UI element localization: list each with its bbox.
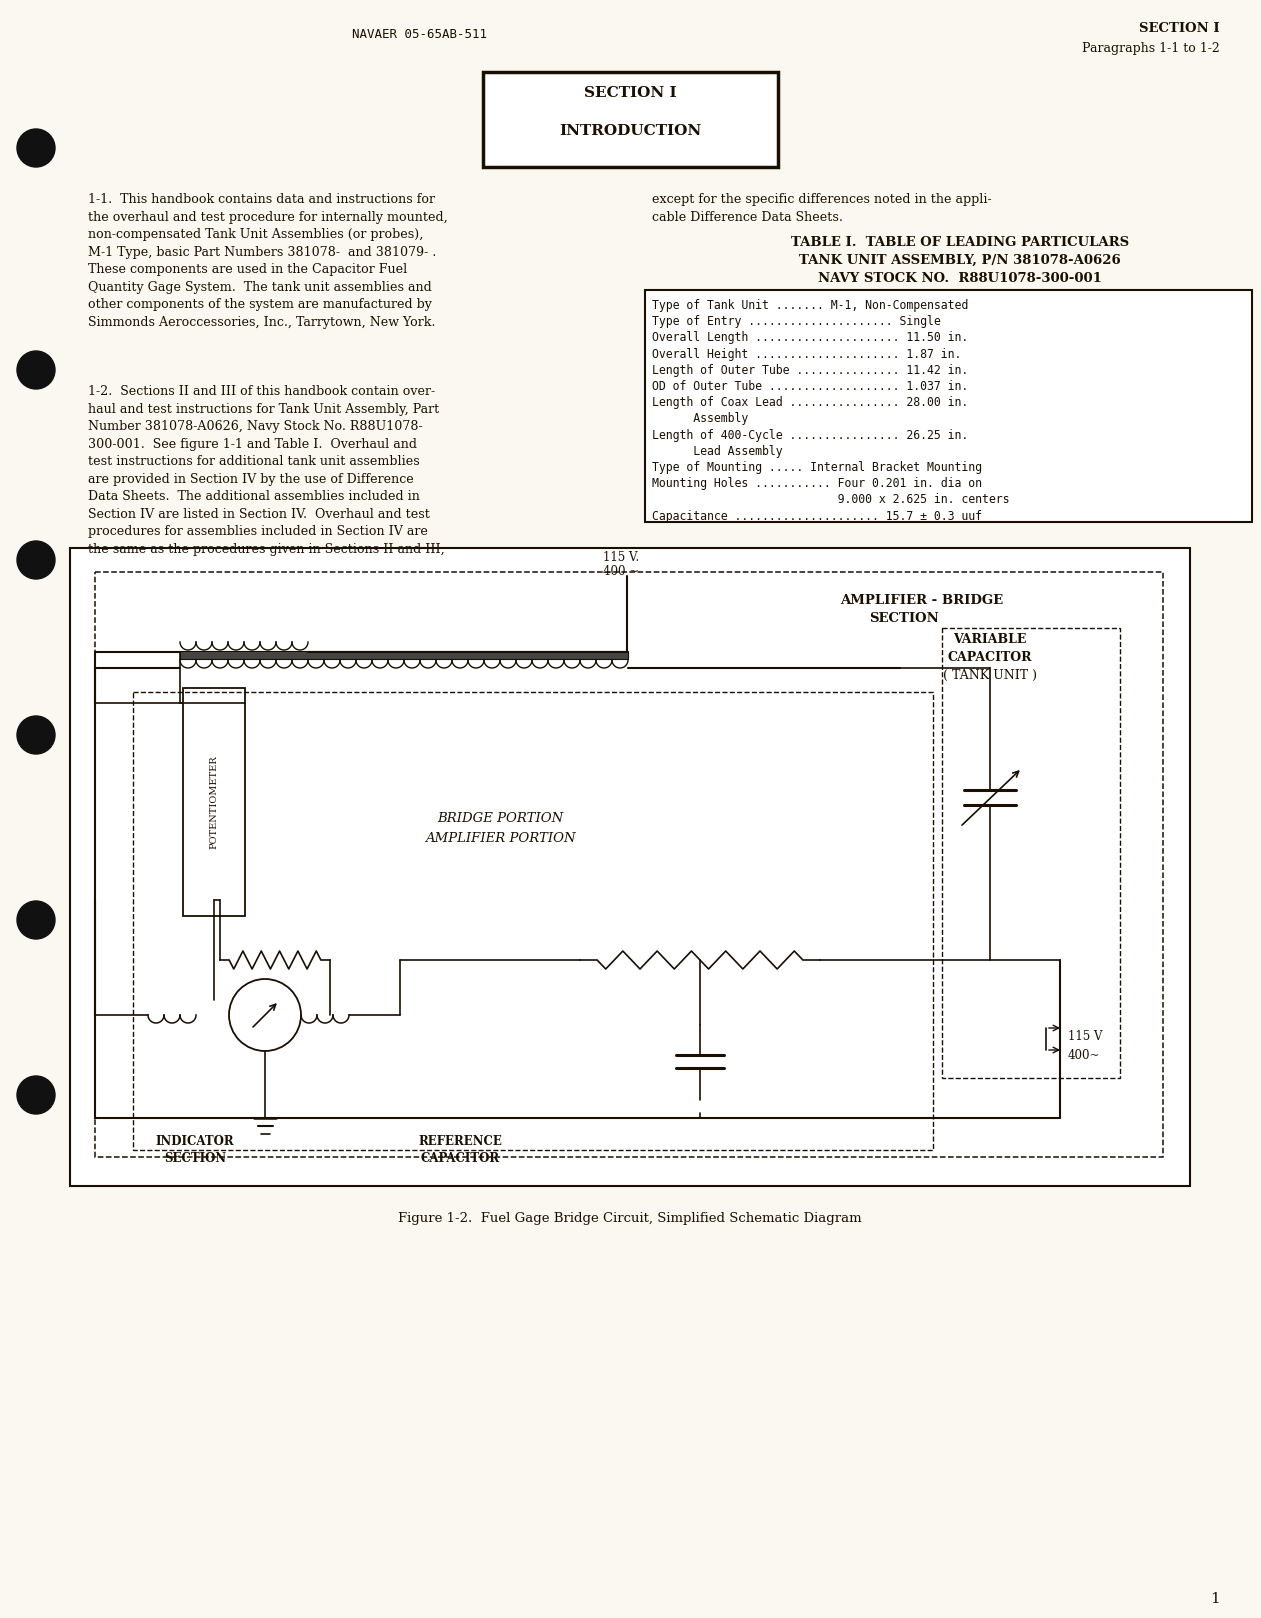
Text: INDICATOR: INDICATOR [155, 1134, 235, 1149]
Text: 115 V: 115 V [1068, 1031, 1102, 1044]
Text: SECTION: SECTION [164, 1152, 226, 1165]
Text: Data Sheets.  The additional assemblies included in: Data Sheets. The additional assemblies i… [88, 490, 420, 503]
Text: test instructions for additional tank unit assemblies: test instructions for additional tank un… [88, 455, 420, 468]
Bar [71, 549, 1190, 1186]
Bar [95, 573, 1163, 1157]
Text: Lead Assembly: Lead Assembly [652, 445, 783, 458]
Text: Type of Mounting ..... Internal Bracket Mounting: Type of Mounting ..... Internal Bracket … [652, 461, 982, 474]
Text: Mounting Holes ........... Four 0.201 in. dia on: Mounting Holes ........... Four 0.201 in… [652, 477, 982, 490]
Text: BRIDGE PORTION: BRIDGE PORTION [436, 812, 564, 825]
Text: AMPLIFIER - BRIDGE: AMPLIFIER - BRIDGE [840, 594, 1002, 607]
Text: SECTION I: SECTION I [1140, 23, 1219, 36]
Text: Assembly: Assembly [652, 413, 748, 426]
Text: Length of Outer Tube ............... 11.42 in.: Length of Outer Tube ............... 11.… [652, 364, 968, 377]
Text: 400~: 400~ [1068, 1048, 1101, 1061]
Text: TANK UNIT ASSEMBLY, P/N 381078-A0626: TANK UNIT ASSEMBLY, P/N 381078-A0626 [799, 254, 1121, 267]
Bar [483, 71, 778, 167]
Text: Length of Coax Lead ................ 28.00 in.: Length of Coax Lead ................ 28.… [652, 396, 968, 409]
Text: CAPACITOR: CAPACITOR [948, 650, 1033, 663]
Text: OD of Outer Tube ................... 1.037 in.: OD of Outer Tube ................... 1.0… [652, 380, 968, 393]
Circle shape [16, 540, 55, 579]
Text: Quantity Gage System.  The tank unit assemblies and: Quantity Gage System. The tank unit asse… [88, 280, 431, 293]
Bar [644, 290, 1252, 523]
Text: 1-1.  This handbook contains data and instructions for: 1-1. This handbook contains data and ins… [88, 193, 435, 205]
Text: Overall Length ..................... 11.50 in.: Overall Length ..................... 11.… [652, 332, 968, 345]
Text: the overhaul and test procedure for internally mounted,: the overhaul and test procedure for inte… [88, 210, 448, 223]
Text: INTRODUCTION: INTRODUCTION [560, 125, 701, 138]
Text: SECTION I: SECTION I [584, 86, 677, 100]
Text: 300-001.  See figure 1-1 and Table I.  Overhaul and: 300-001. See figure 1-1 and Table I. Ove… [88, 437, 417, 450]
Text: Figure 1-2.  Fuel Gage Bridge Circuit, Simplified Schematic Diagram: Figure 1-2. Fuel Gage Bridge Circuit, Si… [398, 1212, 861, 1225]
Text: are provided in Section IV by the use of Difference: are provided in Section IV by the use of… [88, 472, 414, 485]
Text: NAVY STOCK NO.  R88U1078-300-001: NAVY STOCK NO. R88U1078-300-001 [818, 272, 1102, 285]
Text: Section IV are listed in Section IV.  Overhaul and test: Section IV are listed in Section IV. Ove… [88, 508, 430, 521]
Text: Type of Tank Unit ....... M-1, Non-Compensated: Type of Tank Unit ....... M-1, Non-Compe… [652, 299, 968, 312]
Text: These components are used in the Capacitor Fuel: These components are used in the Capacit… [88, 264, 407, 277]
Text: Capacitance ..................... 15.7 ± 0.3 uuf: Capacitance ..................... 15.7 ±… [652, 510, 982, 523]
Text: 1: 1 [1211, 1592, 1219, 1607]
Text: SECTION: SECTION [869, 612, 938, 625]
Text: other components of the system are manufactured by: other components of the system are manuf… [88, 298, 431, 311]
Text: CAPACITOR: CAPACITOR [420, 1152, 499, 1165]
Text: haul and test instructions for Tank Unit Assembly, Part: haul and test instructions for Tank Unit… [88, 403, 439, 416]
Text: the same as the procedures given in Sections II and III,: the same as the procedures given in Sect… [88, 542, 445, 555]
Text: cable Difference Data Sheets.: cable Difference Data Sheets. [652, 210, 842, 223]
Text: M-1 Type, basic Part Numbers 381078-  and 381079- .: M-1 Type, basic Part Numbers 381078- and… [88, 246, 436, 259]
Bar [183, 688, 245, 916]
Text: procedures for assemblies included in Section IV are: procedures for assemblies included in Se… [88, 524, 427, 539]
Text: TABLE I.  TABLE OF LEADING PARTICULARS: TABLE I. TABLE OF LEADING PARTICULARS [791, 236, 1129, 249]
Text: AMPLIFIER PORTION: AMPLIFIER PORTION [425, 832, 575, 845]
Text: Number 381078-A0626, Navy Stock No. R88U1078-: Number 381078-A0626, Navy Stock No. R88U… [88, 421, 422, 434]
Text: Overall Height ..................... 1.87 in.: Overall Height ..................... 1.8… [652, 348, 961, 361]
Text: 400 ~: 400 ~ [603, 565, 639, 578]
Text: Length of 400-Cycle ................ 26.25 in.: Length of 400-Cycle ................ 26.… [652, 429, 968, 442]
Circle shape [16, 351, 55, 388]
Text: Simmonds Aeroccessories, Inc., Tarrytown, New York.: Simmonds Aeroccessories, Inc., Tarrytown… [88, 316, 435, 328]
Text: Type of Entry ..................... Single: Type of Entry ..................... Sing… [652, 316, 941, 328]
Bar [942, 628, 1120, 1078]
Bar [132, 693, 933, 1150]
Text: ( TANK UNIT ): ( TANK UNIT ) [943, 668, 1037, 683]
Text: 115 V.: 115 V. [603, 552, 639, 565]
Text: non-compensated Tank Unit Assemblies (or probes),: non-compensated Tank Unit Assemblies (or… [88, 228, 424, 241]
Circle shape [16, 901, 55, 938]
Bar [180, 650, 628, 659]
Text: VARIABLE: VARIABLE [953, 633, 1026, 646]
Bar [180, 650, 628, 659]
Text: 1-2.  Sections II and III of this handbook contain over-: 1-2. Sections II and III of this handboo… [88, 385, 435, 398]
Circle shape [16, 717, 55, 754]
Text: POTENTIOMETER: POTENTIOMETER [209, 756, 218, 849]
Circle shape [16, 1076, 55, 1115]
Text: REFERENCE: REFERENCE [419, 1134, 502, 1149]
Text: except for the specific differences noted in the appli-: except for the specific differences note… [652, 193, 991, 205]
Text: Paragraphs 1-1 to 1-2: Paragraphs 1-1 to 1-2 [1082, 42, 1219, 55]
Circle shape [16, 129, 55, 167]
Text: 9.000 x 2.625 in. centers: 9.000 x 2.625 in. centers [652, 493, 1010, 506]
Text: NAVAER 05-65AB-511: NAVAER 05-65AB-511 [353, 28, 488, 40]
